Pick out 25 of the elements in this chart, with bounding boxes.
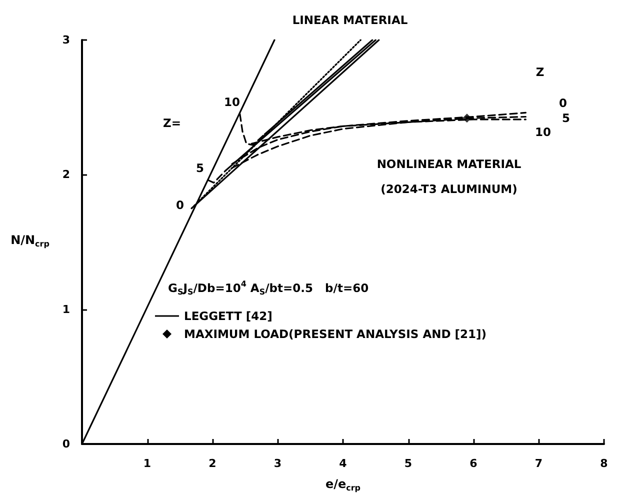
legend-label: LEGGETT [42] [184,309,272,323]
annotation: Z [536,65,544,79]
annotation: Z= [163,116,181,130]
x-tick-label: 5 [404,457,412,470]
annotation: 10 [224,95,240,109]
legend-label: MAXIMUM LOAD(PRESENT ANALYSIS AND [21]) [184,327,487,341]
x-tick-label: 6 [470,457,478,470]
x-tick-label: 4 [339,457,348,470]
x-tick-label: 2 [208,457,216,470]
annotation: 5 [196,161,204,175]
annotation: 0 [176,198,184,212]
y-tick-label: 1 [62,302,70,316]
y-tick-label: 2 [62,168,70,182]
x-tick-label: 3 [274,457,282,470]
y-tick-label: 0 [62,438,70,450]
y-tick-label: 3 [62,34,70,46]
annotation: 10 [534,125,552,139]
x-tick-label: 8 [600,457,608,470]
text: LINEAR MATERIAL [292,13,408,27]
x-tick-label: 1 [143,457,152,470]
x-tick-label: 7 [534,457,543,470]
annotation: 5 [562,111,570,125]
annotation: 0 [558,96,568,110]
annotation: NONLINEAR MATERIAL [376,157,522,171]
annotation: (2024-T3 ALUMINUM) [380,182,518,196]
